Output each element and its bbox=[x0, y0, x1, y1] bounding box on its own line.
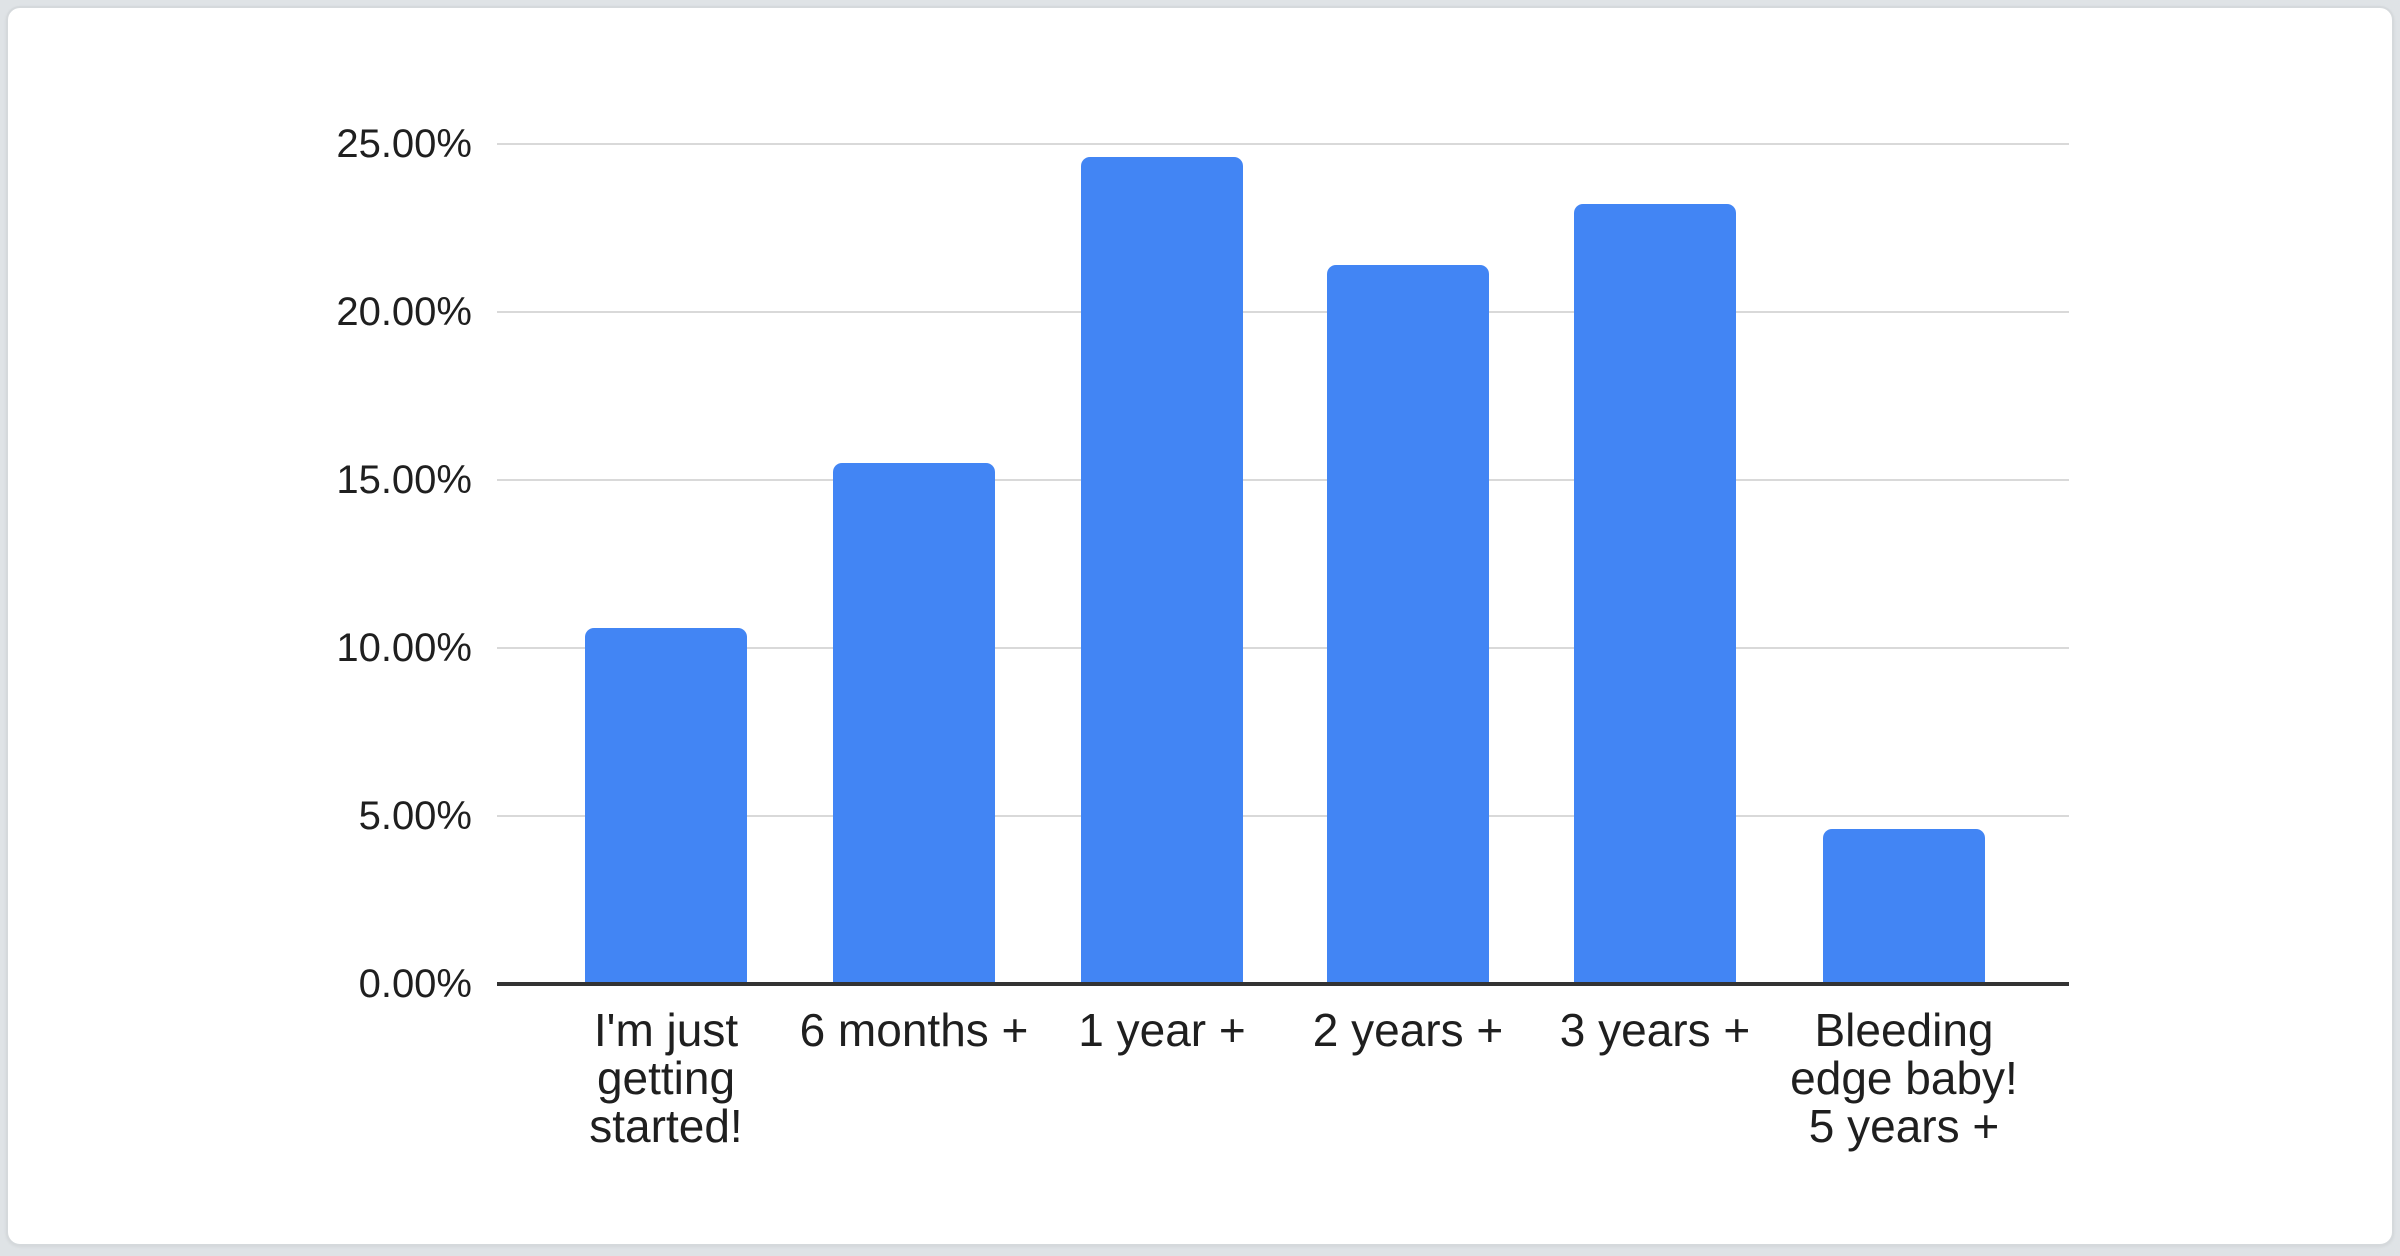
chart-card: 0.00% 5.00% 10.00% 15.00% 20.00% 25.00% I'm j… bbox=[6, 6, 2394, 1246]
x-axis-label-line: Bleeding bbox=[1814, 1004, 1994, 1056]
x-axis-line bbox=[497, 982, 2069, 986]
bar-3[interactable] bbox=[1081, 156, 1243, 984]
x-axis-category-label-4: 2 years + bbox=[1243, 1006, 1573, 1054]
bar-4[interactable] bbox=[1327, 264, 1489, 984]
x-axis-label-line: 5 years + bbox=[1808, 1100, 2000, 1152]
gridline-25.00% bbox=[497, 142, 2069, 145]
gridline-5.00% bbox=[497, 814, 2069, 817]
gridline-20.00% bbox=[497, 310, 2069, 313]
x-axis-category-label-2: 6 months + bbox=[749, 1006, 1079, 1054]
gridline-15.00% bbox=[497, 478, 2069, 481]
bar-6[interactable] bbox=[1823, 829, 1985, 984]
y-axis-tick-label: 25.00% bbox=[336, 121, 472, 166]
bar-5[interactable] bbox=[1574, 204, 1736, 984]
y-axis-tick-label: 0.00% bbox=[358, 962, 472, 1006]
y-axis-tick-label: 15.00% bbox=[336, 457, 472, 502]
x-axis-category-label-1: I'm just getting started! bbox=[501, 1006, 831, 1150]
bar-chart: 0.00% 5.00% 10.00% 15.00% 20.00% 25.00% I'm j… bbox=[8, 8, 2392, 1244]
bar-2[interactable] bbox=[833, 462, 995, 984]
gridline-10.00% bbox=[497, 646, 2069, 649]
x-axis-label-line: 2 years + bbox=[1312, 1004, 1504, 1056]
x-axis-label-line: edge baby! bbox=[1790, 1052, 2018, 1104]
bar-1[interactable] bbox=[585, 627, 747, 984]
x-axis-label-line: I'm just bbox=[593, 1004, 739, 1056]
y-axis-tick-label: 5.00% bbox=[358, 793, 472, 838]
x-axis-category-label-5: 3 years + bbox=[1490, 1006, 1820, 1054]
x-axis-label-line: 6 months + bbox=[799, 1004, 1029, 1056]
x-axis-label-line: started! bbox=[589, 1100, 743, 1152]
x-axis-label-line: getting bbox=[596, 1052, 736, 1104]
x-axis-category-label-3: 1 year + bbox=[997, 1006, 1327, 1054]
y-axis-tick-label: 20.00% bbox=[336, 289, 472, 334]
x-axis-label-line: 3 years + bbox=[1559, 1004, 1751, 1056]
x-axis-label-line: 1 year + bbox=[1078, 1004, 1246, 1056]
y-axis-tick-label: 10.00% bbox=[336, 625, 472, 670]
x-axis-category-label-6: Bleeding edge baby! 5 years + bbox=[1739, 1006, 2069, 1150]
